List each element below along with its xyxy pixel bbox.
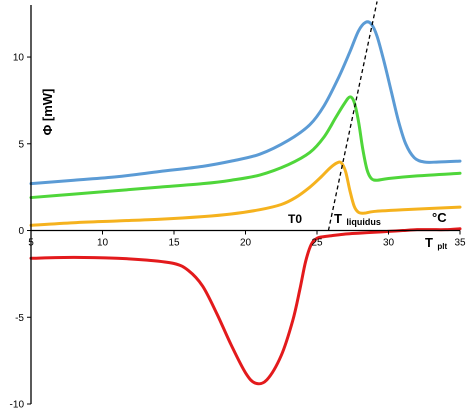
y-tick-label: 0	[18, 226, 24, 237]
y-axis-label: Φ [mW]	[40, 89, 55, 136]
series-line-3	[29, 160, 462, 227]
tliquidus-main: T	[334, 211, 342, 226]
x-axis-label-main: T	[425, 235, 433, 250]
series-line-1	[29, 20, 462, 186]
unit-label: °C	[432, 210, 447, 225]
x-tick-label: 30	[383, 238, 395, 249]
series-layer	[29, 1, 462, 386]
x-axis-label: T plt	[425, 234, 448, 251]
t0-annotation: T0	[288, 212, 302, 226]
series-line-4	[29, 227, 462, 386]
x-tick-label: 15	[168, 238, 180, 249]
x-tick-label: 35	[454, 238, 466, 249]
x-tick-label: 5	[28, 238, 34, 249]
tliquidus-sub: liquidus	[346, 217, 381, 227]
tliquidus-annotation: T liquidus	[334, 210, 381, 227]
axes-layer	[27, 5, 461, 405]
x-axis-label-sub: plt	[437, 242, 447, 251]
y-tick-label: 10	[13, 53, 25, 64]
x-tick-label: 20	[240, 238, 252, 249]
x-tick-label: 25	[311, 238, 323, 249]
y-tick-label: -10	[10, 400, 25, 411]
series-line-2	[29, 95, 462, 200]
y-tick-label: -5	[15, 313, 24, 324]
x-tick-label: 10	[97, 238, 109, 249]
y-tick-label: 5	[18, 139, 24, 150]
